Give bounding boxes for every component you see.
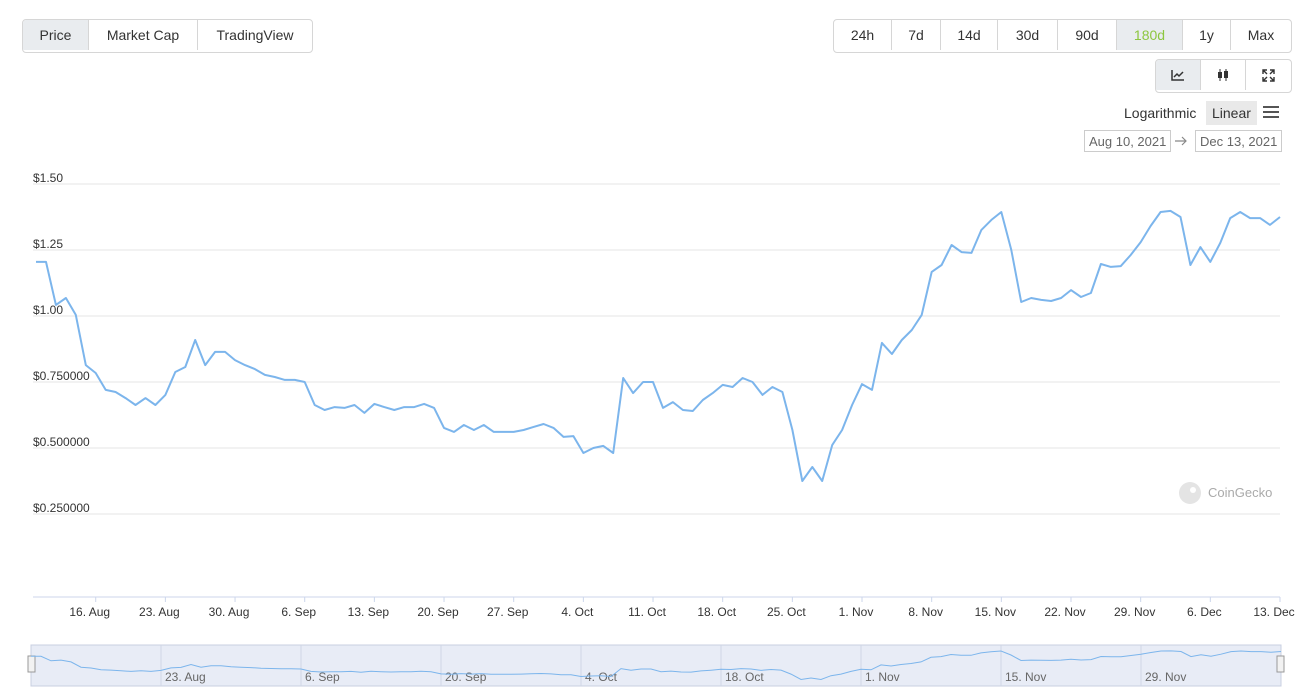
candle-chart-button[interactable] (1201, 60, 1246, 90)
scale-option[interactable]: Linear (1206, 101, 1257, 125)
y-tick-label: $0.500000 (33, 435, 90, 449)
navigator-tick-label: 29. Nov (1145, 670, 1186, 684)
x-tick-label: 22. Nov (1044, 605, 1085, 619)
range-button[interactable]: 7d (892, 20, 941, 50)
range-button[interactable]: 30d (998, 20, 1058, 50)
range-group: 24h 7d 14d 30d 90d 180d 1y Max (833, 19, 1292, 53)
navigator-handle[interactable] (1276, 655, 1285, 673)
y-tick-label: $1.50 (33, 171, 63, 185)
x-tick-label: 13. Sep (348, 605, 390, 619)
x-tick-label: 30. Aug (209, 605, 250, 619)
fullscreen-button[interactable] (1246, 60, 1291, 90)
y-tick-label: $0.750000 (33, 369, 90, 383)
watermark: CoinGecko (1179, 482, 1272, 504)
x-tick-label: 18. Oct (697, 605, 736, 619)
x-tick-label: 27. Sep (487, 605, 529, 619)
x-tick-label: 8. Nov (908, 605, 943, 619)
range-button[interactable]: 180d (1117, 20, 1183, 50)
candle-icon (1218, 69, 1228, 81)
navigator-tick-label: 1. Nov (865, 670, 900, 684)
x-tick-label: 25. Oct (767, 605, 806, 619)
range-button[interactable]: 24h (834, 20, 892, 50)
x-tick-label: 13. Dec (1253, 605, 1294, 619)
x-tick-label: 6. Dec (1187, 605, 1222, 619)
tab[interactable]: Price (23, 20, 89, 50)
navigator-tick-label: 20. Sep (445, 670, 487, 684)
x-tick-label: 15. Nov (975, 605, 1016, 619)
expand-icon (1262, 68, 1275, 82)
line-icon (1171, 70, 1184, 81)
navigator-tick-label: 4. Oct (585, 670, 618, 684)
line-chart-button[interactable] (1156, 60, 1201, 90)
date-from[interactable]: Aug 10, 2021 (1084, 130, 1172, 152)
range-button[interactable]: 14d (941, 20, 998, 50)
navigator-line (31, 650, 1282, 681)
x-tick-label: 4. Oct (561, 605, 594, 619)
range-button[interactable]: 1y (1183, 20, 1231, 50)
y-tick-label: $0.250000 (33, 501, 90, 515)
navigator-window[interactable] (30, 644, 1282, 687)
menu-button[interactable] (1262, 105, 1280, 119)
watermark-text: CoinGecko (1208, 485, 1272, 500)
x-tick-label: 20. Sep (417, 605, 459, 619)
navigator-handle[interactable] (27, 655, 36, 673)
range-button[interactable]: 90d (1058, 20, 1117, 50)
navigator-tick-label: 15. Nov (1005, 670, 1046, 684)
chart-type-group (1155, 59, 1292, 93)
x-tick-label: 6. Sep (281, 605, 316, 619)
x-tick-label: 1. Nov (839, 605, 874, 619)
y-tick-label: $1.00 (33, 303, 63, 317)
tab[interactable]: TradingView (216, 27, 294, 43)
tab[interactable]: Market Cap (89, 20, 198, 50)
range-button[interactable]: Max (1247, 27, 1275, 43)
x-tick-label: 11. Oct (628, 605, 666, 619)
x-tick-label: 23. Aug (139, 605, 180, 619)
tab-group: Price Market Cap TradingView (22, 19, 313, 53)
x-tick-label: 29. Nov (1114, 605, 1155, 619)
navigator-tick-label: 6. Sep (305, 670, 340, 684)
navigator-tick-label: 18. Oct (725, 670, 764, 684)
y-tick-label: $1.25 (33, 237, 63, 251)
x-tick-label: 16. Aug (69, 605, 110, 619)
scale-option[interactable]: Logarithmic (1124, 105, 1197, 121)
price-line (36, 209, 1281, 482)
date-to[interactable]: Dec 13, 2021 (1195, 130, 1283, 152)
navigator-tick-label: 23. Aug (165, 670, 206, 684)
arrow-icon (1175, 136, 1187, 146)
